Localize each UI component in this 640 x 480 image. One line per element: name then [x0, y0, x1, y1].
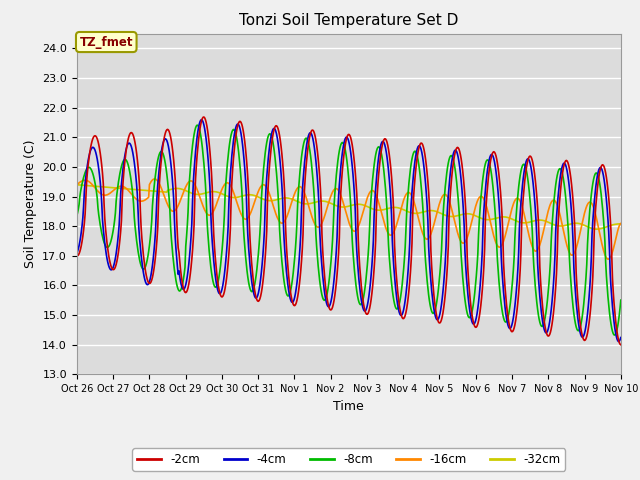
-16cm	[139, 198, 147, 204]
-2cm	[139, 244, 147, 250]
-16cm	[604, 256, 612, 262]
-32cm	[139, 187, 147, 193]
-4cm	[198, 117, 205, 122]
-8cm	[139, 266, 147, 272]
-16cm	[431, 216, 439, 221]
-2cm	[73, 253, 81, 259]
-16cm	[617, 221, 625, 227]
-32cm	[194, 192, 202, 197]
-4cm	[73, 251, 81, 256]
Y-axis label: Soil Temperature (C): Soil Temperature (C)	[24, 140, 36, 268]
-8cm	[73, 213, 81, 219]
-8cm	[617, 297, 625, 303]
-32cm	[73, 182, 81, 188]
-4cm	[614, 339, 622, 345]
-4cm	[83, 167, 90, 173]
-16cm	[83, 178, 90, 183]
-4cm	[617, 335, 625, 340]
-4cm	[139, 264, 147, 270]
-16cm	[151, 176, 159, 182]
-32cm	[617, 221, 625, 227]
-32cm	[431, 208, 438, 214]
-8cm	[193, 122, 201, 128]
Legend: -2cm, -4cm, -8cm, -16cm, -32cm: -2cm, -4cm, -8cm, -16cm, -32cm	[132, 448, 565, 471]
-16cm	[223, 180, 231, 186]
-2cm	[617, 342, 625, 348]
-4cm	[223, 238, 231, 243]
-32cm	[593, 226, 600, 232]
-2cm	[200, 114, 208, 120]
Text: TZ_fmet: TZ_fmet	[79, 36, 133, 48]
-4cm	[431, 313, 439, 319]
-8cm	[195, 124, 202, 130]
-8cm	[611, 332, 619, 338]
Line: -2cm: -2cm	[77, 117, 621, 345]
-4cm	[194, 129, 202, 134]
-32cm	[223, 193, 230, 199]
-16cm	[73, 182, 81, 188]
-8cm	[83, 167, 90, 172]
-2cm	[223, 268, 231, 274]
-8cm	[416, 168, 424, 173]
X-axis label: Time: Time	[333, 400, 364, 413]
-4cm	[416, 143, 424, 149]
-16cm	[195, 191, 202, 196]
-2cm	[83, 179, 90, 184]
Title: Tonzi Soil Temperature Set D: Tonzi Soil Temperature Set D	[239, 13, 458, 28]
Line: -8cm: -8cm	[77, 125, 621, 335]
-32cm	[83, 183, 90, 189]
-32cm	[415, 210, 422, 216]
Line: -32cm: -32cm	[77, 185, 621, 229]
-2cm	[194, 144, 202, 150]
-8cm	[431, 306, 439, 312]
Line: -4cm: -4cm	[77, 120, 621, 342]
Line: -16cm: -16cm	[77, 179, 621, 259]
-2cm	[431, 305, 439, 311]
-16cm	[416, 220, 424, 226]
-8cm	[223, 161, 231, 167]
-2cm	[416, 143, 424, 148]
